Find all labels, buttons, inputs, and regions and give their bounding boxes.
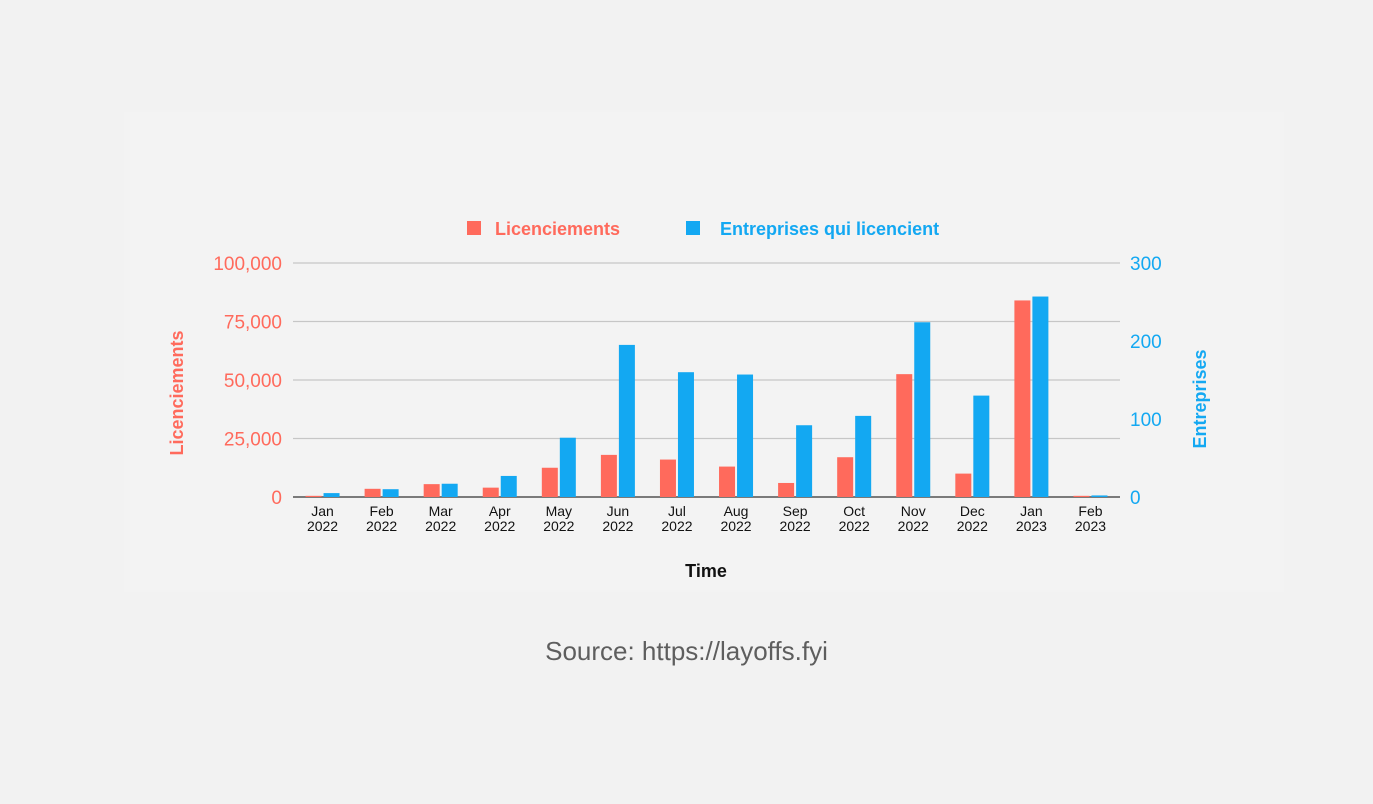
x-tick-label-year: 2022: [661, 518, 692, 534]
x-tick-label-year: 2022: [839, 518, 870, 534]
x-tick-label-month: Sep: [783, 503, 808, 519]
bar-entreprises: [500, 475, 517, 497]
bar-licenciements: [837, 457, 854, 497]
y-left-tick-label: 75,000: [224, 313, 282, 334]
x-tick-label-year: 2023: [1016, 518, 1047, 534]
y-right-axis-title: Entreprises: [1190, 349, 1210, 448]
bar-licenciements: [778, 482, 795, 497]
bar-entreprises: [855, 415, 872, 497]
x-tick-label-month: Feb: [370, 503, 394, 519]
y-left-tick-label: 0: [271, 488, 282, 509]
x-tick-label-year: 2022: [484, 518, 515, 534]
bar-licenciements: [423, 484, 440, 497]
y-left-tick-label: 50,000: [224, 371, 282, 392]
bar-entreprises: [914, 322, 931, 497]
y-right-tick-label: 0: [1130, 488, 1141, 509]
legend-swatch-licenciements: [467, 221, 481, 235]
x-tick-label-month: Jan: [311, 503, 334, 519]
y-left-tick-label: 100,000: [213, 254, 282, 275]
x-tick-label-year: 2022: [602, 518, 633, 534]
chart-panel: [124, 112, 1284, 592]
x-tick-label-year: 2022: [957, 518, 988, 534]
bar-licenciements: [305, 495, 322, 497]
x-tick-label-month: Jan: [1020, 503, 1043, 519]
bar-entreprises: [559, 437, 576, 497]
bar-entreprises: [1091, 495, 1108, 497]
x-tick-label-year: 2022: [720, 518, 751, 534]
legend-label-licenciements: Licenciements: [495, 219, 620, 239]
bar-licenciements: [1073, 495, 1090, 497]
x-axis-title: Time: [685, 561, 727, 581]
x-tick-label-year: 2023: [1075, 518, 1106, 534]
bar-licenciements: [1014, 300, 1031, 497]
bar-licenciements: [364, 488, 381, 497]
x-tick-label-month: Dec: [960, 503, 985, 519]
bar-entreprises: [737, 374, 754, 497]
bar-licenciements: [541, 467, 558, 497]
bar-licenciements: [955, 473, 972, 497]
y-right-tick-label: 300: [1130, 254, 1162, 275]
y-right-tick-label: 200: [1130, 332, 1162, 353]
bar-entreprises: [677, 372, 694, 497]
bar-entreprises: [323, 493, 340, 497]
x-tick-label-year: 2022: [780, 518, 811, 534]
x-tick-label-month: Feb: [1078, 503, 1102, 519]
bar-licenciements: [896, 374, 913, 497]
x-tick-label-year: 2022: [898, 518, 929, 534]
x-tick-label-month: Aug: [724, 503, 749, 519]
x-tick-label-month: Apr: [489, 503, 511, 519]
bar-licenciements: [600, 454, 617, 497]
bar-entreprises: [618, 344, 635, 497]
bar-licenciements: [719, 466, 736, 497]
x-tick-label-month: Nov: [901, 503, 926, 519]
x-tick-label-year: 2022: [425, 518, 456, 534]
legend-swatch-entreprises: [686, 221, 700, 235]
x-tick-label-month: Jul: [668, 503, 686, 519]
bar-entreprises: [973, 395, 990, 497]
x-tick-label-year: 2022: [366, 518, 397, 534]
x-tick-label-month: Jun: [607, 503, 630, 519]
x-tick-label-month: May: [546, 503, 572, 519]
bar-entreprises: [796, 425, 813, 497]
y-left-axis-title: Licenciements: [167, 330, 187, 455]
y-left-tick-label: 25,000: [224, 430, 282, 451]
bar-entreprises: [1032, 296, 1049, 497]
legend-label-entreprises: Entreprises qui licencient: [720, 219, 939, 239]
bar-entreprises: [441, 483, 458, 497]
x-tick-label-year: 2022: [543, 518, 574, 534]
x-tick-label-year: 2022: [307, 518, 338, 534]
x-tick-label-month: Oct: [843, 503, 865, 519]
bar-licenciements: [659, 459, 676, 497]
x-tick-label-month: Mar: [429, 503, 453, 519]
bar-entreprises: [382, 489, 399, 497]
y-right-tick-label: 100: [1130, 410, 1162, 431]
source-caption: Source: https://layoffs.fyi: [545, 636, 828, 666]
bar-licenciements: [482, 487, 499, 497]
